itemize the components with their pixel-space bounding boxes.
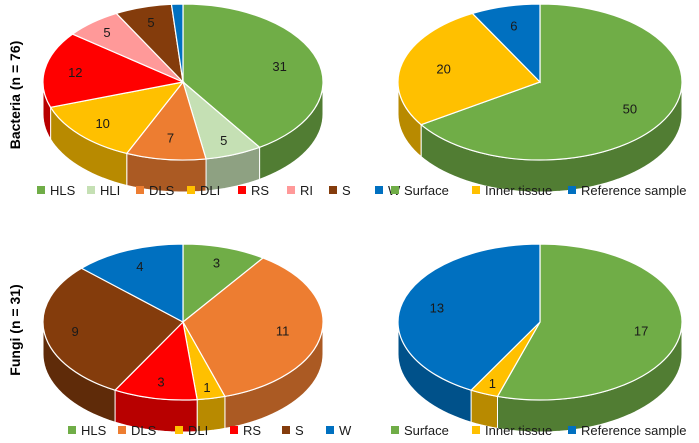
legend-label-rs: RS	[243, 423, 261, 438]
data-label-hls: 3	[213, 256, 220, 271]
legend: Surface Inner tissue Reference sample	[391, 183, 687, 198]
data-label-dli: 1	[203, 380, 210, 395]
legend-label-inner-tissue: Inner tissue	[485, 423, 552, 438]
legend-swatch-dls	[136, 186, 144, 194]
data-label-rs: 3	[157, 375, 164, 390]
legend-swatch-reference-sample	[568, 186, 576, 194]
legend-label-dls: DLS	[131, 423, 157, 438]
legend: HLSHLIDLSDLIRSRISW	[37, 183, 401, 198]
legend-label-reference-sample: Reference sample	[581, 423, 687, 438]
legend-label-w: W	[339, 423, 352, 438]
legend-label-hls: HLS	[50, 183, 76, 198]
pie-chart-4: 17 1 13 Surface Inner tissue Reference sample	[391, 243, 687, 438]
data-label-surface: 17	[634, 324, 648, 339]
pie-slice-dls	[125, 80, 207, 161]
legend-swatch-hls	[37, 186, 45, 194]
data-label-w: 4	[136, 259, 143, 274]
legend-swatch-w	[326, 426, 334, 434]
data-label-s: 9	[71, 324, 78, 339]
pie-slice-rs	[42, 33, 186, 108]
pie-slice-hls	[182, 243, 265, 324]
pie-slice-surface	[419, 3, 683, 161]
legend-label-dls: DLS	[149, 183, 175, 198]
pie-chart-1: 3157101255HLSHLIDLSDLIRSRISW	[37, 3, 401, 198]
row-label-fungi: Fungi (n = 31)	[7, 284, 23, 375]
legend-label-hli: HLI	[100, 183, 120, 198]
legend-swatch-surface	[391, 426, 399, 434]
legend-swatch-inner-tissue	[472, 186, 480, 194]
data-label-reference-sample: 13	[430, 300, 444, 315]
pie-chart-2: 50 20 6 Surface Inner tissue Reference sample	[391, 3, 687, 198]
legend-swatch-ri	[287, 186, 295, 194]
data-label-dli: 10	[95, 116, 109, 131]
legend: Surface Inner tissue Reference sample	[391, 423, 687, 438]
legend: HLS DLS DLI RS S W	[68, 423, 352, 438]
pie-slice-s	[42, 267, 184, 391]
legend-label-rs: RS	[251, 183, 269, 198]
legend-label-dli: DLI	[200, 183, 220, 198]
legend-swatch-rs	[230, 426, 238, 434]
pie-slice-w	[80, 243, 184, 323]
legend-label-ri: RI	[300, 183, 313, 198]
legend-label-surface: Surface	[404, 423, 449, 438]
legend-swatch-hls	[68, 426, 76, 434]
legend-label-dli: DLI	[188, 423, 208, 438]
pie-slice-surface	[496, 243, 683, 401]
data-label-dls: 11	[276, 324, 290, 339]
legend-swatch-inner-tissue	[472, 426, 480, 434]
pie-slice-reference-sample	[397, 243, 541, 391]
legend-swatch-rs	[238, 186, 246, 194]
data-label-hls: 31	[272, 59, 286, 74]
legend-swatch-s	[329, 186, 337, 194]
pie-slice-reference-sample	[471, 3, 541, 84]
legend-label-s: S	[342, 183, 351, 198]
data-label-s: 5	[147, 15, 154, 30]
charts-layer: 3157101255HLSHLIDLSDLIRSRISW50206Surface…	[37, 3, 687, 438]
pie-side-walls	[42, 81, 324, 193]
data-label-dls: 7	[167, 131, 174, 146]
row-label-bacteria: Bacteria (n = 76)	[7, 41, 23, 150]
legend-swatch-dli	[175, 426, 183, 434]
legend-swatch-s	[282, 426, 290, 434]
data-label-surface: 50	[623, 102, 637, 117]
legend-label-inner-tissue: Inner tissue	[485, 183, 552, 198]
pie-slice-w	[170, 3, 184, 83]
legend-swatch-reference-sample	[568, 426, 576, 434]
data-label-hli: 5	[220, 133, 227, 148]
legend-swatch-dls	[118, 426, 126, 434]
legend-swatch-dli	[187, 186, 195, 194]
data-label-inner-tissue: 1	[489, 376, 496, 391]
legend-label-reference-sample: Reference sample	[581, 183, 687, 198]
data-label-inner-tissue: 20	[436, 62, 450, 77]
legend-swatch-surface	[391, 186, 399, 194]
pie-slice-dls	[182, 257, 324, 398]
pie-slice-dli	[49, 81, 185, 155]
legend-swatch-hli	[87, 186, 95, 194]
data-label-ri: 5	[103, 25, 110, 40]
legend-label-surface: Surface	[404, 183, 449, 198]
pie-slice-rs	[113, 320, 198, 401]
legend-label-hls: HLS	[81, 423, 107, 438]
pie-slice-inner-tissue	[397, 12, 542, 126]
legend-swatch-w	[375, 186, 383, 194]
data-label-rs: 12	[68, 65, 82, 80]
legend-label-s: S	[295, 423, 304, 438]
data-label-reference-sample: 6	[510, 18, 517, 33]
